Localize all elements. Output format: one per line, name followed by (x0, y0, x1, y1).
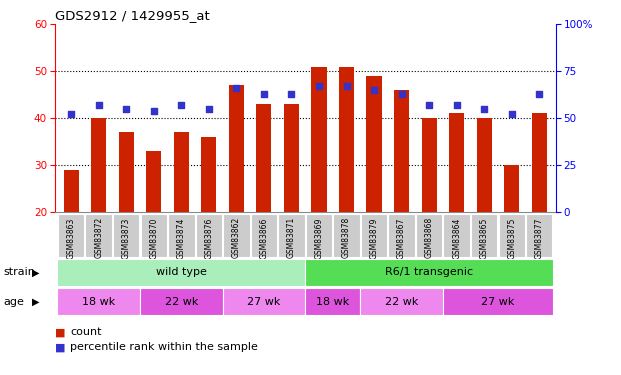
Bar (526, 214, 553, 257)
Bar (146, 151, 161, 212)
Bar (360, 288, 443, 315)
Text: GSM83867: GSM83867 (397, 217, 406, 259)
Text: GSM83873: GSM83873 (122, 217, 131, 259)
Bar (449, 113, 465, 212)
Point (397, 91, 407, 97)
Bar (311, 67, 327, 212)
Text: GSM83865: GSM83865 (479, 217, 489, 259)
Point (66, 111, 76, 117)
Text: GSM83877: GSM83877 (535, 217, 544, 259)
Bar (256, 104, 271, 212)
Point (479, 106, 489, 112)
Bar (394, 90, 409, 212)
Text: percentile rank within the sample: percentile rank within the sample (70, 342, 258, 352)
Bar (196, 214, 222, 257)
Text: GSM83863: GSM83863 (66, 217, 76, 259)
Bar (278, 214, 305, 257)
Bar (86, 214, 112, 257)
Text: GSM83866: GSM83866 (260, 217, 268, 259)
Bar (251, 214, 277, 257)
Bar (532, 113, 547, 212)
Point (149, 108, 159, 114)
Text: strain: strain (3, 267, 35, 278)
Point (534, 91, 544, 97)
Bar (504, 165, 519, 212)
Text: ▶: ▶ (32, 267, 40, 278)
Bar (222, 288, 305, 315)
Bar (477, 118, 492, 212)
Text: GSM83862: GSM83862 (232, 217, 241, 258)
Text: R6/1 transgenic: R6/1 transgenic (385, 267, 473, 278)
Text: 27 wk: 27 wk (481, 297, 515, 307)
Bar (339, 67, 354, 212)
Bar (140, 288, 222, 315)
Bar (229, 86, 244, 212)
Bar (333, 214, 360, 257)
Text: 22 wk: 22 wk (165, 297, 198, 307)
Point (451, 102, 461, 108)
Text: 27 wk: 27 wk (247, 297, 281, 307)
Text: GSM83875: GSM83875 (507, 217, 516, 259)
Text: GSM83874: GSM83874 (177, 217, 186, 259)
Bar (443, 214, 470, 257)
Text: 22 wk: 22 wk (385, 297, 419, 307)
Bar (284, 104, 299, 212)
Point (204, 106, 214, 112)
Text: age: age (3, 297, 24, 307)
Bar (174, 132, 189, 212)
Text: GSM83879: GSM83879 (369, 217, 379, 259)
Point (314, 83, 324, 89)
Bar (305, 259, 553, 286)
Bar (58, 214, 84, 257)
Text: ▶: ▶ (32, 297, 40, 307)
Bar (91, 118, 106, 212)
Bar (140, 214, 167, 257)
Text: GDS2912 / 1429955_at: GDS2912 / 1429955_at (55, 9, 209, 22)
Text: GSM83870: GSM83870 (149, 217, 158, 259)
Text: wild type: wild type (156, 267, 207, 278)
Text: GSM83876: GSM83876 (204, 217, 214, 259)
Text: ■: ■ (55, 327, 65, 337)
Bar (119, 132, 134, 212)
Text: GSM83871: GSM83871 (287, 217, 296, 258)
Bar (57, 259, 305, 286)
Text: 18 wk: 18 wk (82, 297, 116, 307)
Point (424, 102, 434, 108)
Bar (63, 170, 79, 212)
Bar (366, 76, 382, 212)
Point (507, 111, 517, 117)
Point (94, 102, 104, 108)
Bar (499, 214, 525, 257)
Bar (443, 288, 553, 315)
Text: GSM83869: GSM83869 (314, 217, 324, 259)
Bar (223, 214, 250, 257)
Point (232, 85, 242, 91)
Bar (471, 214, 497, 257)
Point (369, 87, 379, 93)
Bar (422, 118, 437, 212)
Bar (168, 214, 194, 257)
Text: 18 wk: 18 wk (316, 297, 350, 307)
Bar (361, 214, 388, 257)
Text: count: count (70, 327, 102, 337)
Point (259, 91, 269, 97)
Text: GSM83878: GSM83878 (342, 217, 351, 258)
Point (286, 91, 296, 97)
Text: GSM83864: GSM83864 (452, 217, 461, 259)
Bar (416, 214, 442, 257)
Point (342, 83, 351, 89)
Bar (113, 214, 140, 257)
Text: GSM83868: GSM83868 (425, 217, 433, 258)
Text: ■: ■ (55, 342, 65, 352)
Point (121, 106, 131, 112)
Bar (201, 137, 217, 212)
Bar (305, 288, 360, 315)
Bar (306, 214, 332, 257)
Text: GSM83872: GSM83872 (94, 217, 103, 258)
Bar (57, 288, 140, 315)
Point (176, 102, 186, 108)
Bar (388, 214, 415, 257)
